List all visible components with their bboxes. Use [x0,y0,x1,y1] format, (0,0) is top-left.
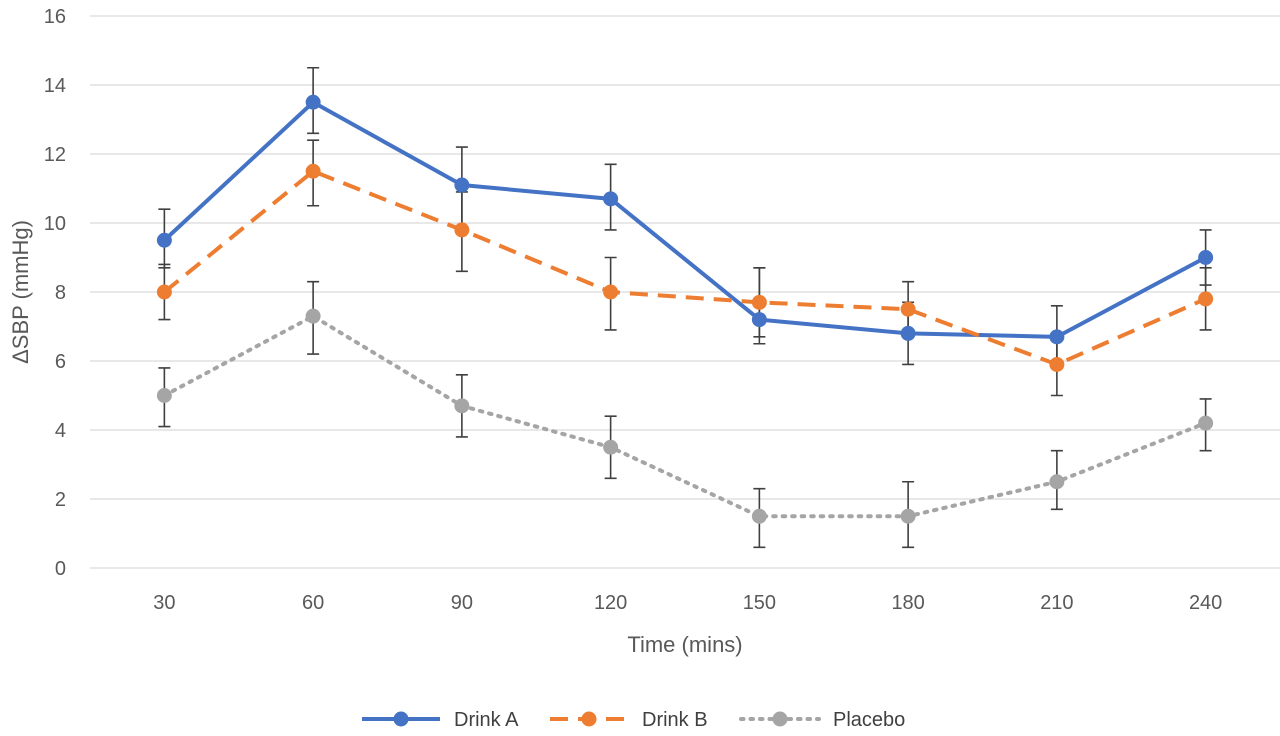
drink-a-point [156,232,172,248]
y-tick-label: 16 [44,6,66,28]
placebo-point [454,398,470,414]
drink-a-point [454,177,470,193]
drink-b-point [603,284,619,300]
drink-b-point [1049,356,1065,372]
y-tick-label: 4 [55,420,66,442]
drink-b-point [900,301,916,317]
placebo-point [900,508,916,524]
drink-b-point [751,294,767,310]
y-axis-ticks: 0 2 4 6 8 10 12 14 16 [44,6,66,580]
legend-marker-drink-b [581,711,597,727]
y-tick-label: 10 [44,213,66,235]
legend-marker-drink-a [393,711,409,727]
placebo-point [305,308,321,324]
drink-a-line [163,100,1207,339]
placebo-point [751,508,767,524]
placebo-point [1049,474,1065,490]
legend-marker-placebo [772,711,788,727]
legend-label-drink-b: Drink B [642,709,708,731]
series-lines [162,100,1208,519]
legend-item-placebo: Placebo [739,709,905,731]
series-points [156,94,1214,524]
y-tick-label: 0 [55,558,66,580]
drink-b-point [454,222,470,238]
drink-b-point [156,284,172,300]
drink-a-point [305,94,321,110]
x-tick-label: 180 [891,592,924,614]
drink-b-point [305,163,321,179]
legend-item-drink-b: Drink B [550,709,708,731]
y-tick-label: 6 [55,351,66,373]
y-axis-title: ΔSBP (mmHg) [8,220,33,364]
drink-a-point [900,325,916,341]
legend-label-drink-a: Drink A [454,709,519,731]
x-tick-label: 90 [451,592,473,614]
placebo-point [1198,415,1214,431]
drink-b-point [1198,291,1214,307]
legend: Drink A Drink B Placebo [362,709,905,731]
x-tick-label: 60 [302,592,324,614]
x-tick-label: 120 [594,592,627,614]
x-tick-label: 240 [1189,592,1222,614]
placebo-point [156,388,172,403]
x-tick-label: 210 [1040,592,1073,614]
gridlines [90,15,1280,569]
x-axis-title: Time (mins) [627,632,742,657]
drink-a-point [751,312,767,328]
y-tick-label: 2 [55,489,66,511]
x-tick-label: 150 [743,592,776,614]
drink-a-point [1198,250,1214,265]
placebo-point [603,439,619,455]
y-tick-label: 8 [55,282,66,304]
legend-label-placebo: Placebo [833,709,905,731]
drink-a-point [1049,329,1065,345]
y-tick-label: 14 [44,75,66,97]
drink-a-point [603,191,619,207]
legend-item-drink-a: Drink A [362,709,519,731]
placebo-line [162,314,1208,519]
x-axis-ticks: 30 60 90 120 150 180 210 240 [153,592,1222,614]
y-tick-label: 12 [44,144,66,166]
x-tick-label: 30 [153,592,175,614]
